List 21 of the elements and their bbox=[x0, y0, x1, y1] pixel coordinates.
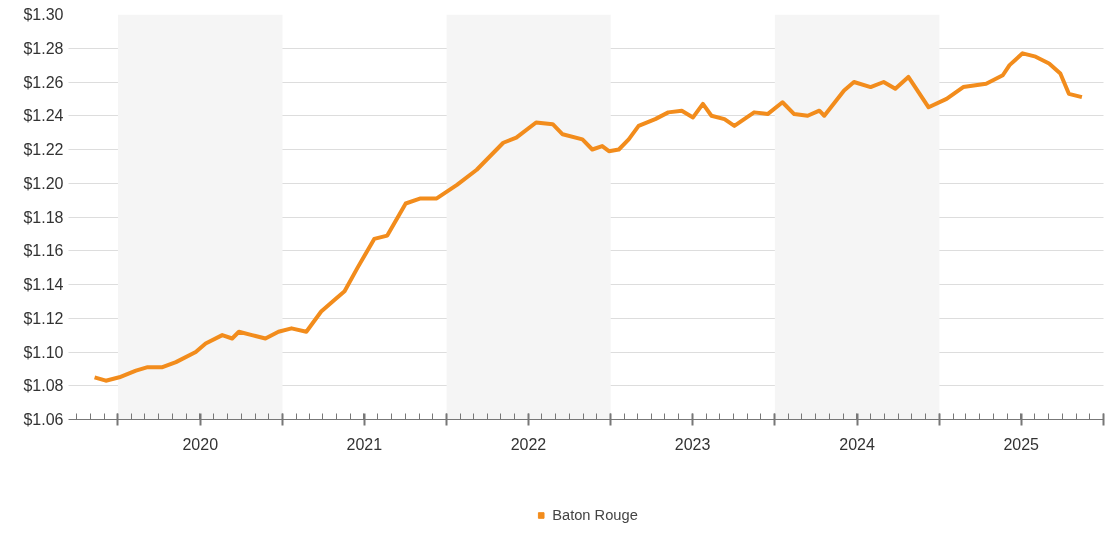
y-tick-label: $1.30 bbox=[23, 6, 64, 23]
y-tick-label: $1.18 bbox=[23, 208, 64, 226]
x-tick-label: 2023 bbox=[674, 435, 711, 453]
y-tick-label: $1.22 bbox=[23, 141, 64, 158]
x-tick-label: 2022 bbox=[510, 435, 547, 453]
y-tick-label: $1.24 bbox=[23, 107, 64, 125]
y-tick-label: $1.20 bbox=[23, 174, 64, 192]
x-tick-label: 2021 bbox=[346, 435, 383, 453]
y-tick-label: $1.14 bbox=[23, 276, 64, 293]
y-tick-label: $1.26 bbox=[23, 73, 64, 91]
y-tick-label: $1.08 bbox=[23, 377, 64, 395]
legend-label: Baton Rouge bbox=[552, 507, 638, 523]
y-tick-label: $1.12 bbox=[23, 309, 64, 327]
y-tick-label: $1.10 bbox=[23, 343, 64, 361]
line-series bbox=[92, 51, 1084, 383]
y-tick-label: $1.16 bbox=[23, 242, 64, 260]
x-tick-label: 2020 bbox=[182, 435, 219, 453]
y-tick-label: $1.28 bbox=[23, 39, 64, 57]
x-tick-label: 2024 bbox=[839, 435, 876, 453]
y-tick-label: $1.06 bbox=[23, 411, 64, 428]
x-tick-label: 2025 bbox=[1003, 435, 1040, 453]
